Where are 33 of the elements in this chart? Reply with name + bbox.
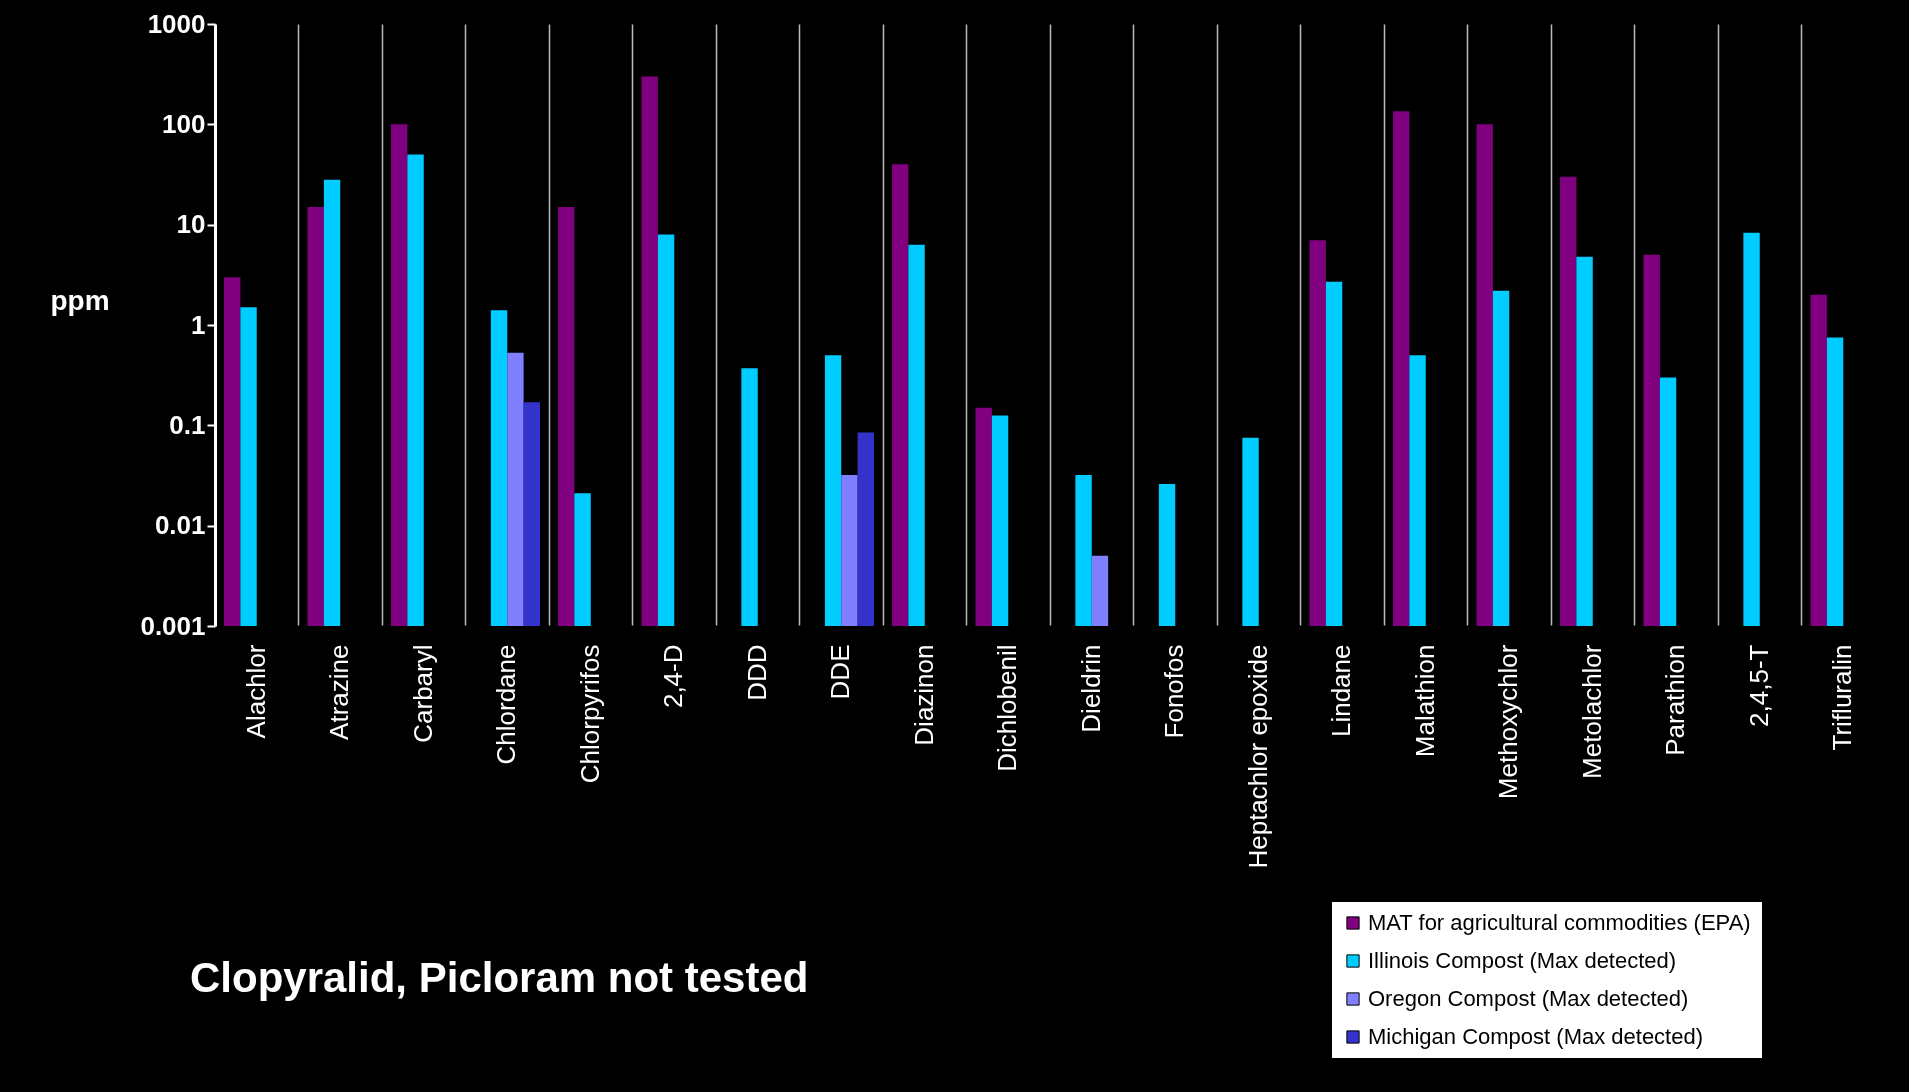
x-tick-label: 2,4,5-T <box>1743 644 1774 727</box>
y-axis-title: ppm <box>50 284 110 316</box>
x-tick-label: Dieldrin <box>1075 644 1106 733</box>
y-tick-label: 0.01 <box>154 510 206 541</box>
legend-label: Oregon Compost (Max detected) <box>1368 986 1689 1011</box>
legend-label: Michigan Compost (Max detected) <box>1368 1024 1704 1049</box>
text: Clopyralid, Picloram not tested <box>190 954 809 1001</box>
x-tick-label: Atrazine <box>324 644 355 740</box>
y-tick-label: 1 <box>191 309 206 340</box>
x-tick-label: Fonofos <box>1159 644 1190 739</box>
x-tick-label: Dichlobenil <box>992 644 1023 772</box>
x-tick-label: 2,4-D <box>658 644 689 709</box>
x-tick-label: Heptachlor epoxide <box>1242 644 1273 869</box>
legend-label: MAT for agricultural commodities (EPA) <box>1368 910 1751 935</box>
x-tick-label: Chlorpyrifos <box>574 644 605 784</box>
x-tick-label: Lindane <box>1326 644 1357 738</box>
x-tick-label: Metolachlor <box>1576 644 1607 779</box>
y-tick-label: 10 <box>176 209 206 240</box>
legend-label: Illinois Compost (Max detected) <box>1368 948 1677 973</box>
x-tick-label: DDD <box>741 644 772 701</box>
x-tick-label: Carbaryl <box>407 644 438 743</box>
x-tick-label: DDE <box>825 644 856 700</box>
x-tick-label: Diazinon <box>908 644 939 746</box>
x-tick-label: Methoxychlor <box>1493 644 1524 800</box>
x-tick-label: Alachlor <box>240 644 271 739</box>
x-tick-label: Parathion <box>1660 644 1691 756</box>
y-tick-label: 0.001 <box>140 610 206 641</box>
y-tick-label: 100 <box>162 108 206 139</box>
x-tick-label: Malathion <box>1409 644 1440 758</box>
y-tick-label: 0.1 <box>169 409 206 440</box>
x-tick-label: Chlordane <box>491 644 522 765</box>
y-tick-label: 1000 <box>147 8 206 39</box>
x-tick-label: Trifluralin <box>1827 644 1858 751</box>
